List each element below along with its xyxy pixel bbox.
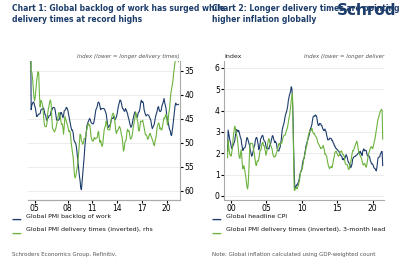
Text: Index: Index [224, 54, 241, 59]
Text: Chart 1: Global backlog of work has surged while: Chart 1: Global backlog of work has surg… [12, 4, 225, 13]
Text: Global PMI backlog of work: Global PMI backlog of work [26, 214, 111, 219]
Text: —: — [12, 215, 22, 225]
Text: Global PMI delivery times (inverted), rhs: Global PMI delivery times (inverted), rh… [26, 227, 153, 232]
Text: Chart 2: Longer delivery times are pointing to: Chart 2: Longer delivery times are point… [212, 4, 400, 13]
Text: Index (lower = longer delivery times): Index (lower = longer delivery times) [77, 54, 180, 59]
Text: Note: Global inflation calculated using GDP-weighted count: Note: Global inflation calculated using … [212, 252, 375, 257]
Text: Schroders Economics Group, Refinitiv,: Schroders Economics Group, Refinitiv, [12, 252, 117, 257]
Text: —: — [212, 228, 222, 238]
Text: higher inflation globally: higher inflation globally [212, 15, 316, 24]
Text: Index (lower = longer deliver: Index (lower = longer deliver [304, 54, 384, 59]
Text: delivery times at record highs: delivery times at record highs [12, 15, 142, 24]
Text: Global PMI delivery times (inverted), 3-month lead: Global PMI delivery times (inverted), 3-… [226, 227, 385, 232]
Text: —: — [12, 228, 22, 238]
Text: Schrod: Schrod [336, 3, 396, 18]
Text: —: — [212, 215, 222, 225]
Text: Global headline CPI: Global headline CPI [226, 214, 287, 219]
